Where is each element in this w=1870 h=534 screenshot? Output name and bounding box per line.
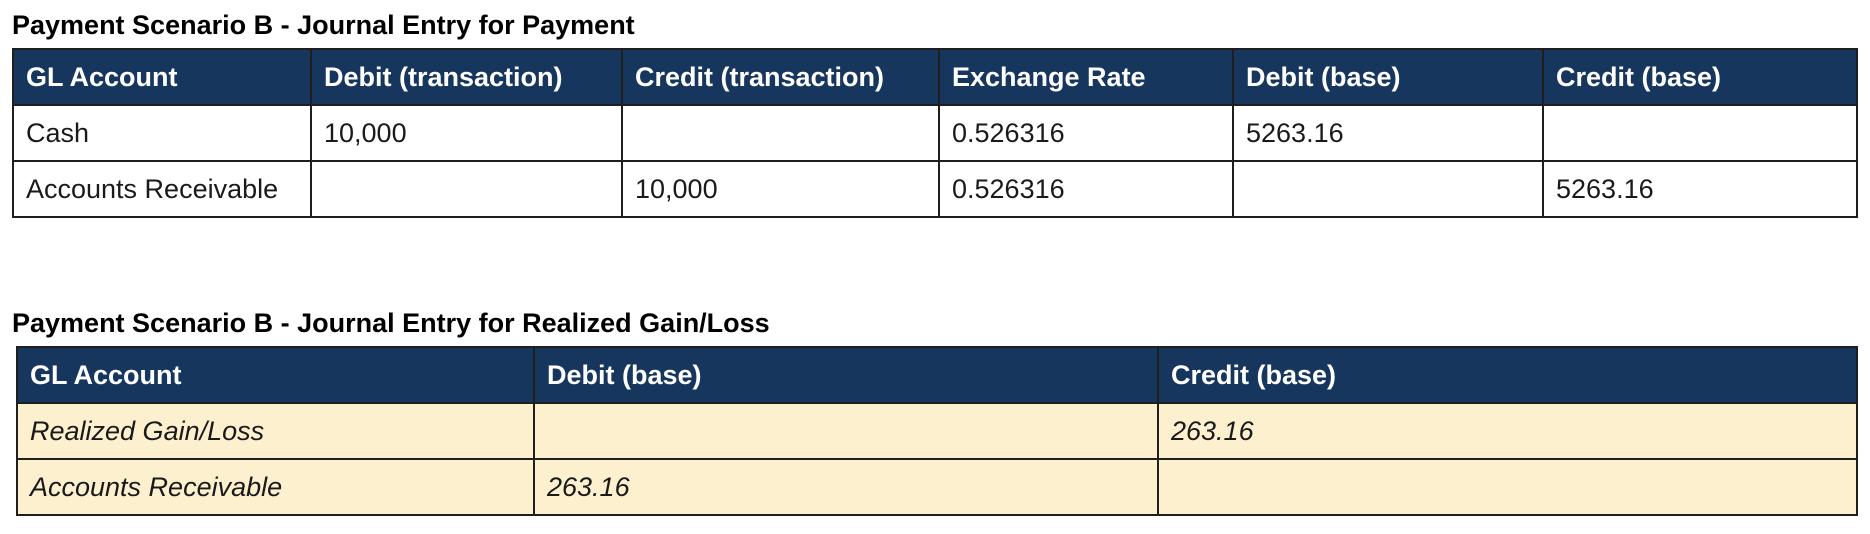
table-row: Accounts Receivable 263.16: [16, 458, 1858, 516]
column-header-credit-base: Credit (base): [1157, 346, 1858, 404]
cell-debit-base: [533, 402, 1159, 460]
cell-gl-account: Accounts Receivable: [12, 160, 312, 218]
cell-credit-base: 263.16: [1157, 402, 1858, 460]
gain-loss-journal-entry-title: Payment Scenario B - Journal Entry for R…: [12, 308, 770, 338]
gain-loss-journal-entry-table: GL Account Debit (base) Credit (base) Re…: [16, 346, 1858, 516]
payment-journal-entry-title: Payment Scenario B - Journal Entry for P…: [12, 10, 635, 40]
table-header-row: GL Account Debit (transaction) Credit (t…: [12, 48, 1858, 106]
cell-gl-account: Realized Gain/Loss: [16, 402, 535, 460]
table-row: Realized Gain/Loss 263.16: [16, 402, 1858, 460]
column-header-debit-base: Debit (base): [533, 346, 1159, 404]
cell-exchange-rate: 0.526316: [938, 104, 1234, 162]
column-header-debit-base: Debit (base): [1232, 48, 1544, 106]
cell-gl-account: Cash: [12, 104, 312, 162]
cell-debit-transaction: 10,000: [310, 104, 623, 162]
cell-gl-account: Accounts Receivable: [16, 458, 535, 516]
cell-credit-transaction: 10,000: [621, 160, 940, 218]
cell-credit-base: 5263.16: [1542, 160, 1858, 218]
cell-exchange-rate: 0.526316: [938, 160, 1234, 218]
table-header-row: GL Account Debit (base) Credit (base): [16, 346, 1858, 404]
column-header-gl-account: GL Account: [16, 346, 535, 404]
table-row: Accounts Receivable 10,000 0.526316 5263…: [12, 160, 1858, 218]
column-header-gl-account: GL Account: [12, 48, 312, 106]
table-row: Cash 10,000 0.526316 5263.16: [12, 104, 1858, 162]
column-header-credit-base: Credit (base): [1542, 48, 1858, 106]
cell-credit-base: [1542, 104, 1858, 162]
cell-debit-base: 5263.16: [1232, 104, 1544, 162]
payment-journal-entry-table: GL Account Debit (transaction) Credit (t…: [12, 48, 1858, 218]
column-header-credit-transaction: Credit (transaction): [621, 48, 940, 106]
cell-credit-transaction: [621, 104, 940, 162]
cell-debit-base: 263.16: [533, 458, 1159, 516]
column-header-debit-transaction: Debit (transaction): [310, 48, 623, 106]
cell-debit-base: [1232, 160, 1544, 218]
cell-debit-transaction: [310, 160, 623, 218]
column-header-exchange-rate: Exchange Rate: [938, 48, 1234, 106]
cell-credit-base: [1157, 458, 1858, 516]
